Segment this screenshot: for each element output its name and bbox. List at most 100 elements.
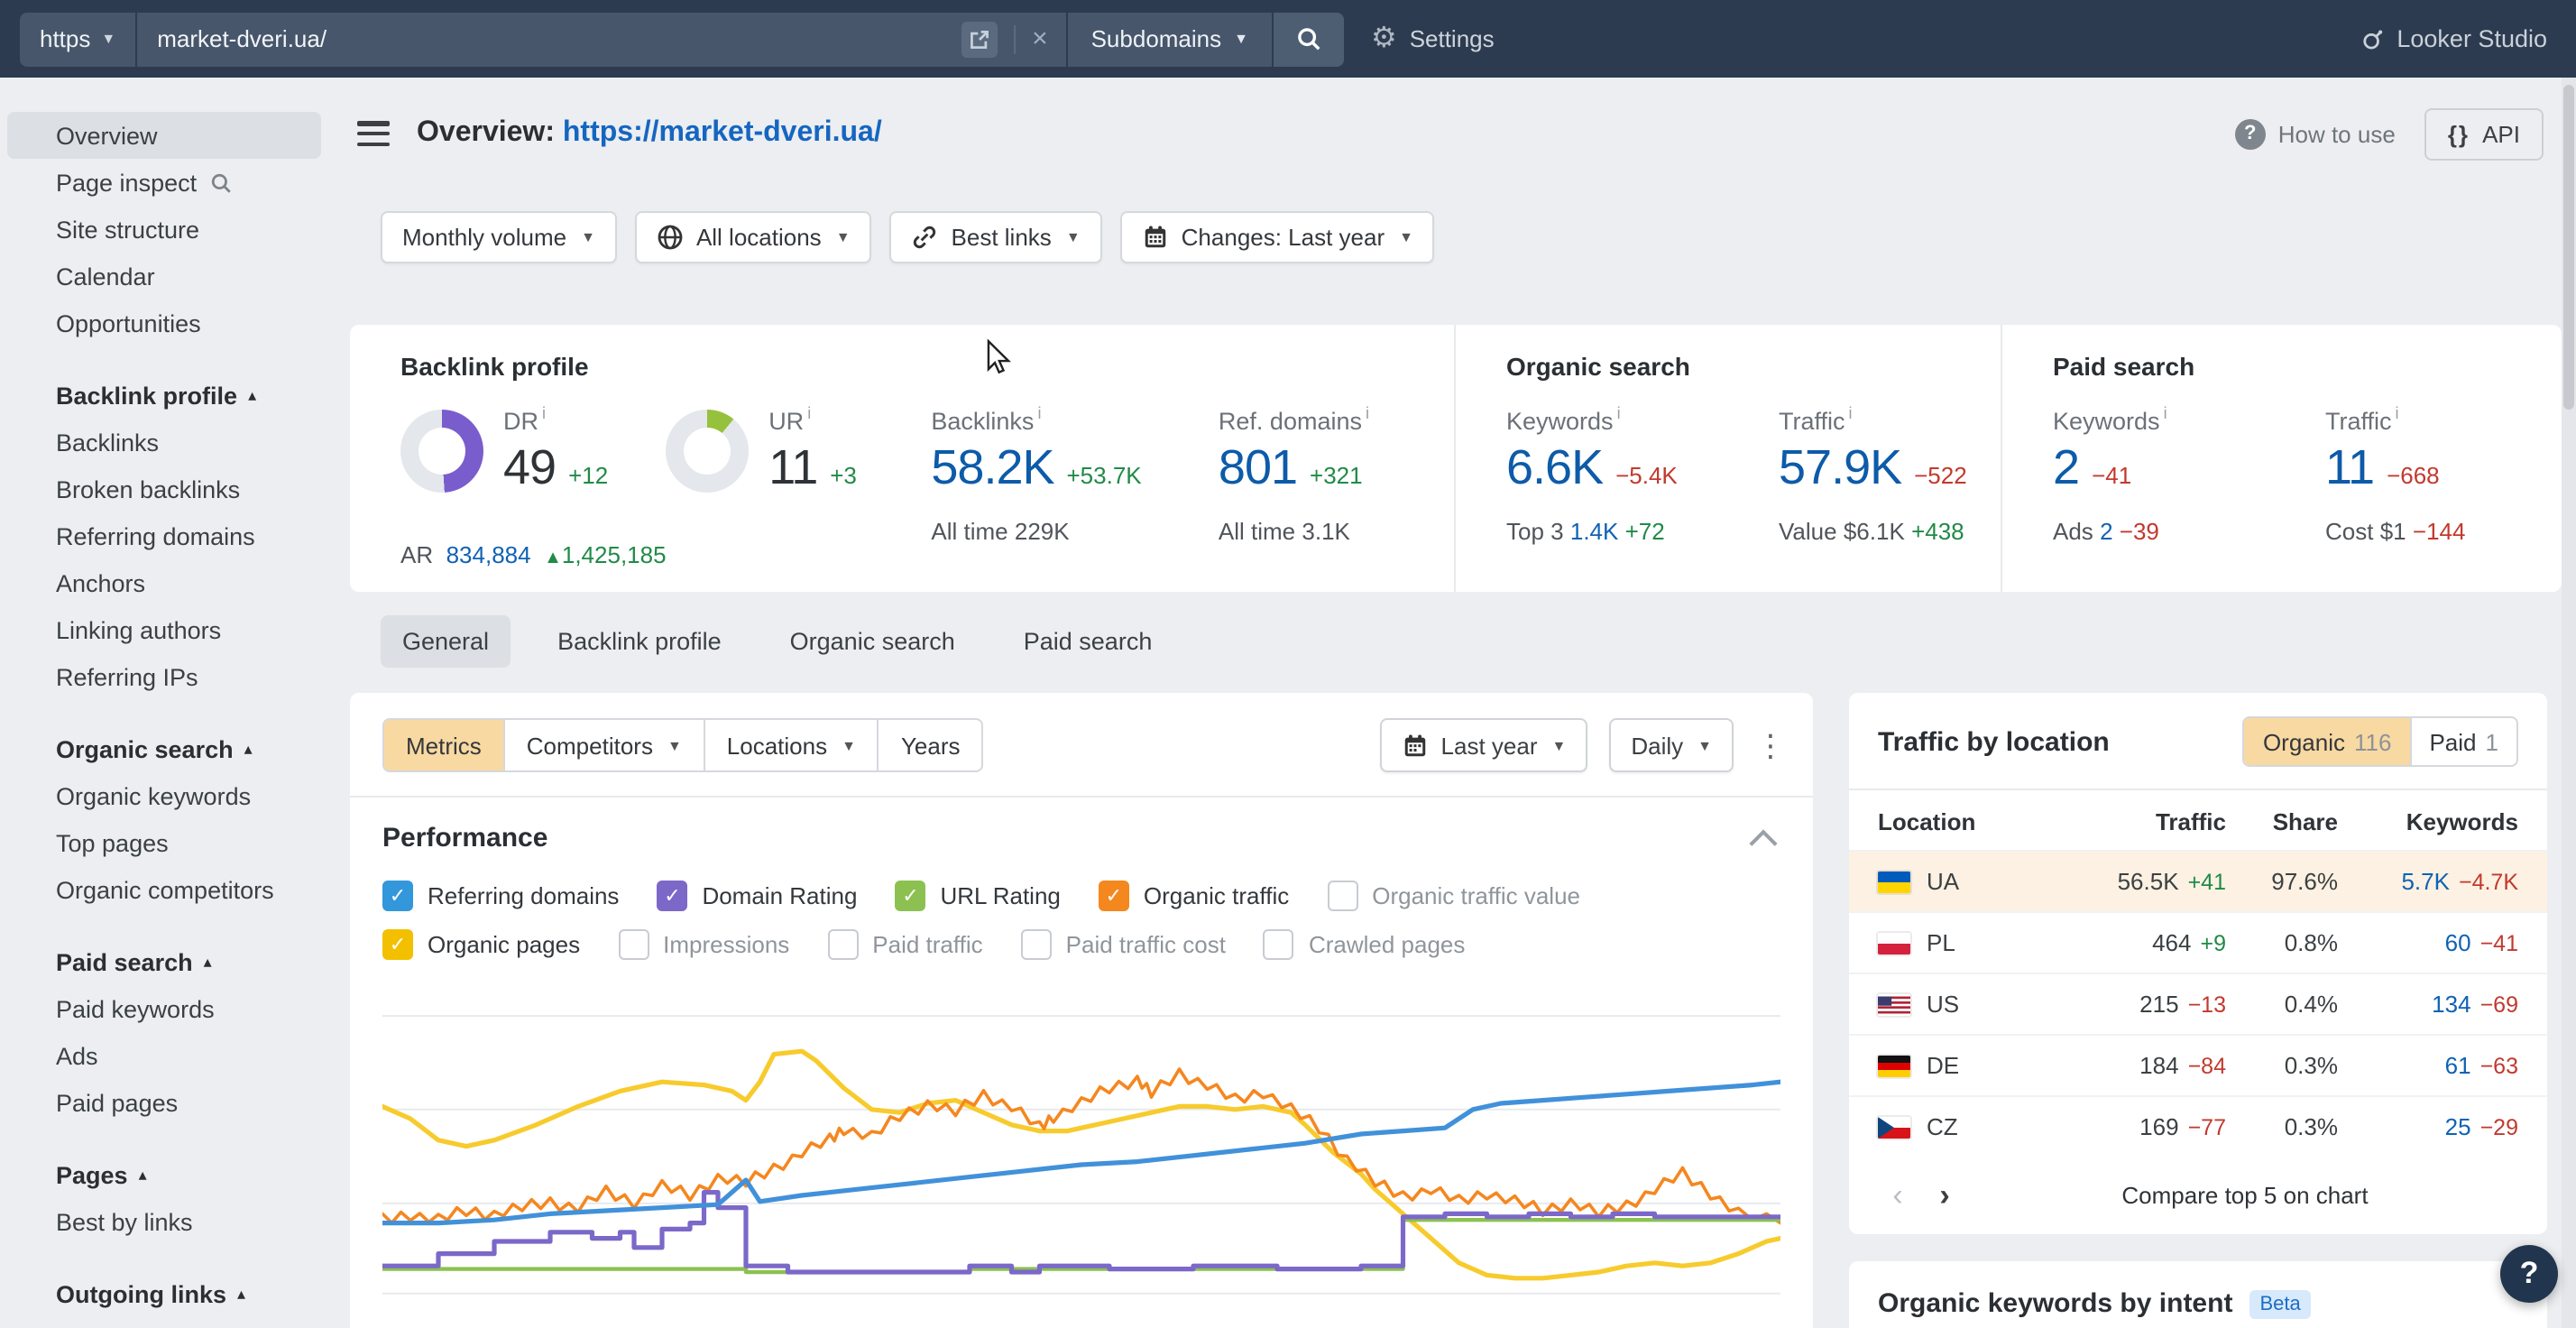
- checkbox-domain-rating[interactable]: ✓ Domain Rating: [657, 881, 857, 911]
- keywords-link[interactable]: 25: [2444, 1113, 2471, 1140]
- toggle-paid[interactable]: Paid 1: [2409, 718, 2516, 765]
- sidebar-item-broken-backlinks[interactable]: Broken backlinks: [56, 475, 241, 503]
- overview-stats-card: Backlink profile DR i 49 +12 UR i 11 +3: [350, 325, 2562, 592]
- sidebar-item-linked-domains[interactable]: Linked domains: [0, 1317, 343, 1328]
- sidebar-section-paid-search[interactable]: Paid search ▴: [56, 948, 212, 975]
- location-row-ua[interactable]: UA 56.5K +41 97.6% 5.7K −4.7K: [1849, 850, 2547, 911]
- paid-traffic-value[interactable]: 11: [2325, 440, 2375, 494]
- keywords-link[interactable]: 5.7K: [2401, 868, 2450, 895]
- segment-metrics[interactable]: Metrics: [384, 720, 503, 770]
- sidebar-item-backlinks[interactable]: Backlinks: [56, 429, 160, 456]
- menu-icon[interactable]: [357, 121, 390, 146]
- segment-years[interactable]: Years: [877, 720, 982, 770]
- location-row-cz[interactable]: CZ 169 −77 0.3% 25 −29: [1849, 1095, 2547, 1157]
- granularity-dropdown[interactable]: Daily ▼: [1609, 718, 1734, 772]
- sidebar-item-organic-competitors[interactable]: Organic competitors: [56, 876, 274, 903]
- segment-competitors[interactable]: Competitors ▼: [502, 720, 704, 770]
- section-tabs: General Backlink profile Organic search Pai…: [381, 615, 2576, 668]
- chevron-down-icon: ▼: [1234, 31, 1248, 47]
- help-fab-button[interactable]: ?: [2500, 1245, 2558, 1303]
- url-actions: ×: [943, 12, 1066, 66]
- sidebar-item-linking-authors[interactable]: Linking authors: [56, 616, 222, 643]
- column-traffic[interactable]: Traffic: [2155, 808, 2226, 835]
- organic-traffic-value[interactable]: 57.9K: [1779, 440, 1902, 494]
- checkbox-organic-traffic-value[interactable]: Organic traffic value: [1327, 881, 1580, 911]
- search-button[interactable]: [1272, 12, 1344, 66]
- locations-filter-dropdown[interactable]: All locations ▼: [634, 211, 872, 263]
- settings-button[interactable]: ⚙ Settings: [1371, 23, 1495, 53]
- checkbox-impressions[interactable]: Impressions: [618, 929, 789, 960]
- sidebar-item-opportunities[interactable]: Opportunities: [56, 309, 201, 337]
- segment-locations[interactable]: Locations ▼: [703, 720, 878, 770]
- sidebar-section-pages[interactable]: Pages ▴: [56, 1161, 147, 1188]
- sidebar-item-referring-ips[interactable]: Referring IPs: [56, 663, 198, 690]
- more-options-icon[interactable]: ⋮: [1755, 728, 1786, 762]
- looker-studio-button[interactable]: Looker Studio: [2359, 25, 2547, 52]
- tab-organic-search[interactable]: Organic search: [789, 628, 955, 655]
- refdomains-value[interactable]: 801: [1218, 440, 1298, 494]
- compare-top5-link[interactable]: Compare top 5 on chart: [2121, 1181, 2369, 1208]
- clear-input-icon[interactable]: ×: [1032, 23, 1048, 54]
- target-input-group: https ▼ market-dveri.ua/ × Subdomains ▼: [20, 12, 1344, 66]
- backlinks-value[interactable]: 58.2K: [931, 440, 1054, 494]
- tab-paid-search[interactable]: Paid search: [1023, 628, 1153, 655]
- sidebar-item-paid-pages[interactable]: Paid pages: [56, 1089, 179, 1116]
- volume-mode-dropdown[interactable]: Monthly volume ▼: [381, 211, 617, 263]
- sidebar-item-referring-domains[interactable]: Referring domains: [56, 522, 255, 549]
- protocol-dropdown[interactable]: https ▼: [20, 12, 138, 66]
- keywords-link[interactable]: 60: [2444, 929, 2471, 956]
- sidebar-item-top-pages[interactable]: Top pages: [56, 829, 169, 856]
- checkbox-organic-traffic[interactable]: ✓ Organic traffic: [1098, 881, 1289, 911]
- toggle-organic[interactable]: Organic 116: [2244, 718, 2410, 765]
- next-page-icon[interactable]: ›: [1939, 1177, 1950, 1212]
- column-keywords[interactable]: Keywords: [2406, 808, 2518, 835]
- checkbox-url-rating[interactable]: ✓ URL Rating: [895, 881, 1061, 911]
- organic-keywords-value[interactable]: 6.6K: [1506, 440, 1604, 494]
- checkbox-crawled-pages[interactable]: Crawled pages: [1263, 929, 1465, 960]
- sidebar-item-overview[interactable]: Overview: [7, 112, 321, 159]
- organic-keywords-change: −5.4K: [1615, 462, 1678, 489]
- location-row-de[interactable]: DE 184 −84 0.3% 61 −63: [1849, 1034, 2547, 1095]
- globe-icon: [658, 225, 683, 250]
- sidebar-item-page-inspect[interactable]: Page inspect: [0, 159, 343, 206]
- ar-value[interactable]: 834,884: [446, 541, 531, 568]
- location-row-pl[interactable]: PL 464 +9 0.8% 60 −41: [1849, 911, 2547, 973]
- sidebar-item-organic-keywords[interactable]: Organic keywords: [56, 782, 252, 809]
- column-share[interactable]: Share: [2272, 808, 2338, 835]
- organic-top3-row: Top 3 1.4K +72: [1506, 518, 1665, 545]
- best-links-dropdown[interactable]: Best links ▼: [889, 211, 1102, 263]
- how-to-use-button[interactable]: ? How to use: [2234, 118, 2396, 149]
- sidebar-item-site-structure[interactable]: Site structure: [56, 216, 200, 243]
- scrollbar-thumb[interactable]: [2563, 85, 2574, 410]
- sidebar-item-paid-keywords[interactable]: Paid keywords: [56, 995, 215, 1022]
- sidebar-section-outgoing-links[interactable]: Outgoing links ▴: [56, 1280, 246, 1307]
- api-button[interactable]: {} API: [2424, 107, 2544, 160]
- location-row-us[interactable]: US 215 −13 0.4% 134 −69: [1849, 973, 2547, 1034]
- collapse-chevron-icon[interactable]: [1749, 828, 1778, 857]
- scope-dropdown[interactable]: Subdomains ▼: [1065, 12, 1272, 66]
- sidebar-item-ads[interactable]: Ads: [56, 1042, 98, 1069]
- sidebar-item-best-by-links[interactable]: Best by links: [56, 1208, 193, 1235]
- column-location[interactable]: Location: [1878, 808, 1976, 835]
- page-title-url-link[interactable]: https://market-dveri.ua/: [562, 117, 882, 148]
- checkbox-paid-traffic[interactable]: Paid traffic: [827, 929, 983, 960]
- keywords-link[interactable]: 61: [2444, 1052, 2471, 1079]
- paid-keywords-value[interactable]: 2: [2053, 440, 2080, 494]
- keywords-link[interactable]: 134: [2432, 991, 2471, 1018]
- sidebar-item-calendar[interactable]: Calendar: [56, 263, 155, 290]
- changes-period-dropdown[interactable]: Changes: Last year ▼: [1119, 211, 1435, 263]
- sidebar-section-organic-search[interactable]: Organic search ▴: [56, 735, 253, 762]
- checkbox-organic-pages[interactable]: ✓ Organic pages: [382, 929, 580, 960]
- open-external-link-icon[interactable]: [961, 21, 998, 57]
- date-range-dropdown[interactable]: Last year ▼: [1379, 718, 1588, 772]
- target-url-input[interactable]: market-dveri.ua/: [137, 12, 943, 66]
- tab-backlink-profile[interactable]: Backlink profile: [557, 628, 722, 655]
- checkbox-paid-traffic-cost[interactable]: Paid traffic cost: [1020, 929, 1226, 960]
- sidebar-section-backlink-profile[interactable]: Backlink profile ▴: [56, 382, 257, 409]
- checkbox-referring-domains[interactable]: ✓ Referring domains: [382, 881, 619, 911]
- sidebar-item-anchors[interactable]: Anchors: [56, 569, 146, 596]
- prev-page-icon: ‹: [1892, 1177, 1903, 1212]
- page-scrollbar[interactable]: [2562, 78, 2576, 1328]
- refdomains-change: +321: [1310, 462, 1363, 489]
- tab-general[interactable]: General: [381, 615, 511, 668]
